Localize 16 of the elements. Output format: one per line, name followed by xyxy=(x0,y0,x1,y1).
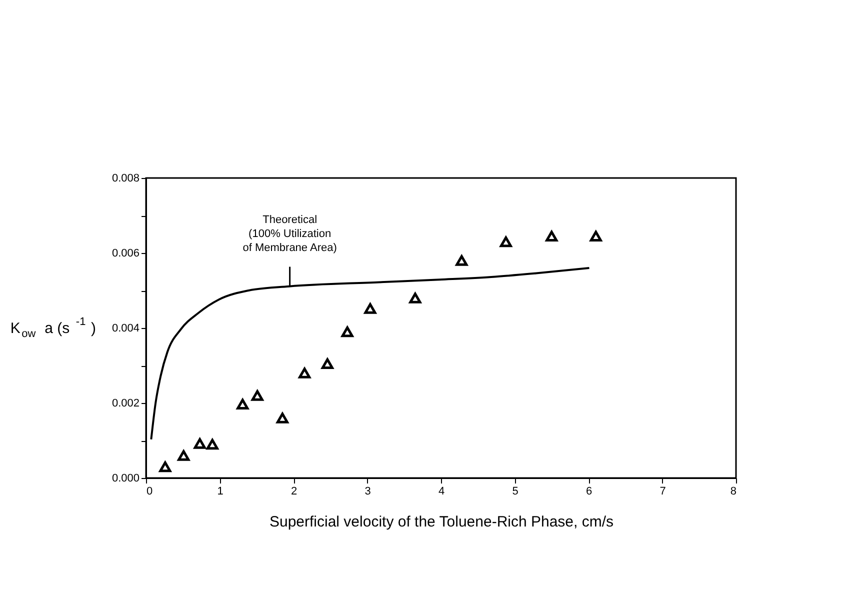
x-tick-label: 0 xyxy=(146,486,153,498)
y-tick-label: 0.006 xyxy=(112,248,140,260)
x-tick-label: 6 xyxy=(586,486,592,498)
x-tick-label: 1 xyxy=(217,486,224,498)
annotation: Theoretical (100% Utilization of Membrane Area) xyxy=(242,214,337,254)
x-tick-label: 8 xyxy=(730,486,736,498)
y-tick-label: 0.008 xyxy=(112,172,140,184)
x-tick-label: 2 xyxy=(290,486,298,498)
x-tick-label: 3 xyxy=(364,486,371,498)
y-tick-label: 0.004 xyxy=(112,322,140,334)
x-tick-label: 5 xyxy=(512,486,518,498)
y-tick-label: 0.002 xyxy=(112,398,140,410)
x-tick-label: 7 xyxy=(660,486,666,498)
x-axis-title: Superficial velocity of the Toluene-Rich Phase, cm/s xyxy=(269,514,614,530)
x-tick-label: 4 xyxy=(438,486,445,498)
y-tick-label: 0.000 xyxy=(112,472,140,484)
